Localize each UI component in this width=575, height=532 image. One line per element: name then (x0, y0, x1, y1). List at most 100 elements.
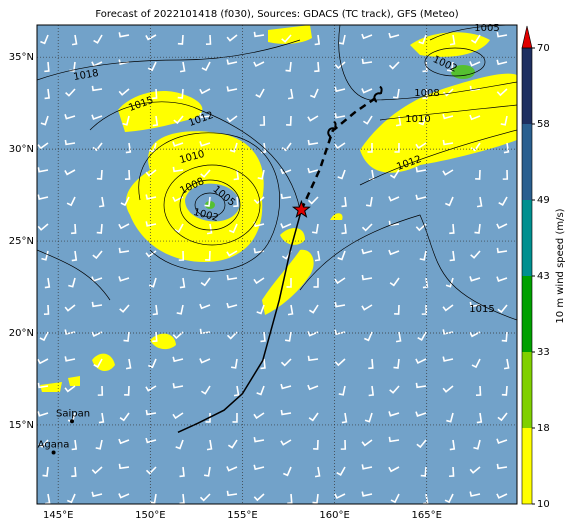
wind-barb (37, 142, 49, 150)
wind-barb (449, 466, 455, 478)
wind-barb (204, 196, 211, 207)
wind-barb (178, 250, 185, 261)
wind-barb (145, 466, 157, 475)
wind-barb (173, 115, 184, 125)
wind-barb (336, 466, 346, 476)
wind-barb (257, 169, 265, 180)
wind-barb (280, 358, 292, 367)
wind-barb (205, 250, 211, 261)
wind-barb (177, 88, 184, 99)
wind-barb (91, 301, 103, 308)
colorbar-tick-label: 33 (537, 347, 550, 358)
wind-barb (119, 304, 130, 313)
wind-barb (496, 438, 508, 445)
wind-barb (118, 32, 130, 38)
colorbar-segment (522, 276, 532, 352)
wind-barb (37, 194, 49, 200)
wind-barb (118, 247, 130, 254)
wind-barb (226, 466, 238, 472)
wind-barb (308, 304, 319, 314)
wind-barb (145, 221, 157, 227)
wind-barb (283, 466, 292, 477)
wind-barb (340, 439, 347, 450)
wind-barb (64, 356, 76, 362)
wind-barb (256, 385, 265, 396)
wind-barb (91, 466, 103, 475)
colorbar-extend (521, 25, 533, 49)
wind-barb (68, 277, 76, 288)
wind-barb (119, 412, 130, 422)
wind-barb (71, 466, 77, 478)
wind-barb (253, 61, 265, 68)
wind-barb (473, 439, 481, 450)
wind-barb (415, 167, 427, 173)
wind-barb (420, 466, 427, 477)
wind-barb (475, 169, 481, 180)
wind-barb (307, 139, 319, 146)
wind-barb (415, 194, 427, 201)
wind-barb (442, 88, 454, 97)
wind-barb (172, 331, 184, 340)
wind-barb (203, 466, 211, 477)
wind-barb (395, 115, 402, 127)
wind-barb (125, 142, 132, 154)
wind-barb (364, 412, 373, 423)
wind-barb (199, 303, 211, 310)
wind-barb (445, 277, 454, 288)
wind-barb (446, 412, 454, 423)
wind-barb (201, 61, 211, 72)
wind-barb (361, 491, 373, 497)
wind-barb (280, 383, 292, 390)
map-title: Forecast of 2022101418 (f030), Sources: … (95, 9, 458, 20)
wind-barb (147, 358, 157, 369)
wind-barb (390, 493, 400, 504)
wind-barb (497, 412, 508, 422)
wind-barb (307, 115, 319, 122)
wind-barb (314, 34, 321, 46)
wind-barb (307, 196, 319, 205)
wind-barb (500, 115, 508, 126)
wind-barb (199, 112, 211, 119)
colorbar-tick-label: 10 (537, 499, 550, 510)
wind-barb (40, 34, 49, 45)
wind-barb (341, 412, 348, 424)
wind-barb (152, 304, 159, 316)
wind-barb (145, 437, 157, 444)
contour-label: 1005 (474, 23, 499, 34)
wind-barb (37, 167, 49, 173)
wind-barb (145, 250, 157, 258)
wind-barb (361, 274, 373, 281)
contour-label: 1008 (414, 88, 439, 99)
wind-barb (415, 223, 427, 232)
wind-barb (37, 411, 49, 417)
wind-barb (40, 115, 49, 126)
wind-barb (199, 88, 211, 95)
wind-barb (98, 196, 105, 208)
wind-barb (280, 193, 292, 200)
wind-barb (199, 141, 211, 147)
wind-barb (118, 88, 130, 96)
wind-barb (91, 85, 103, 92)
wind-barb (362, 115, 373, 125)
wind-barb (334, 113, 346, 119)
wind-barb (442, 356, 454, 362)
y-tick-label: 25°N (9, 236, 34, 247)
wind-barb (449, 223, 455, 235)
wind-barb (229, 142, 238, 153)
wind-barb (172, 383, 184, 389)
wind-barb (334, 277, 346, 285)
wind-barb (361, 439, 373, 447)
wind-barb (334, 86, 346, 93)
wind-barb (415, 142, 427, 150)
wind-barb (226, 59, 238, 65)
wind-barb (471, 358, 481, 369)
wind-barb (496, 247, 508, 254)
wind-barb (44, 88, 50, 100)
wind-barb (98, 412, 105, 424)
wind-barb (226, 86, 238, 92)
wind-barb (253, 196, 265, 205)
wind-barb (361, 58, 373, 65)
wind-barb (496, 59, 508, 66)
wind-barb (498, 196, 508, 206)
wind-barb (206, 439, 213, 451)
